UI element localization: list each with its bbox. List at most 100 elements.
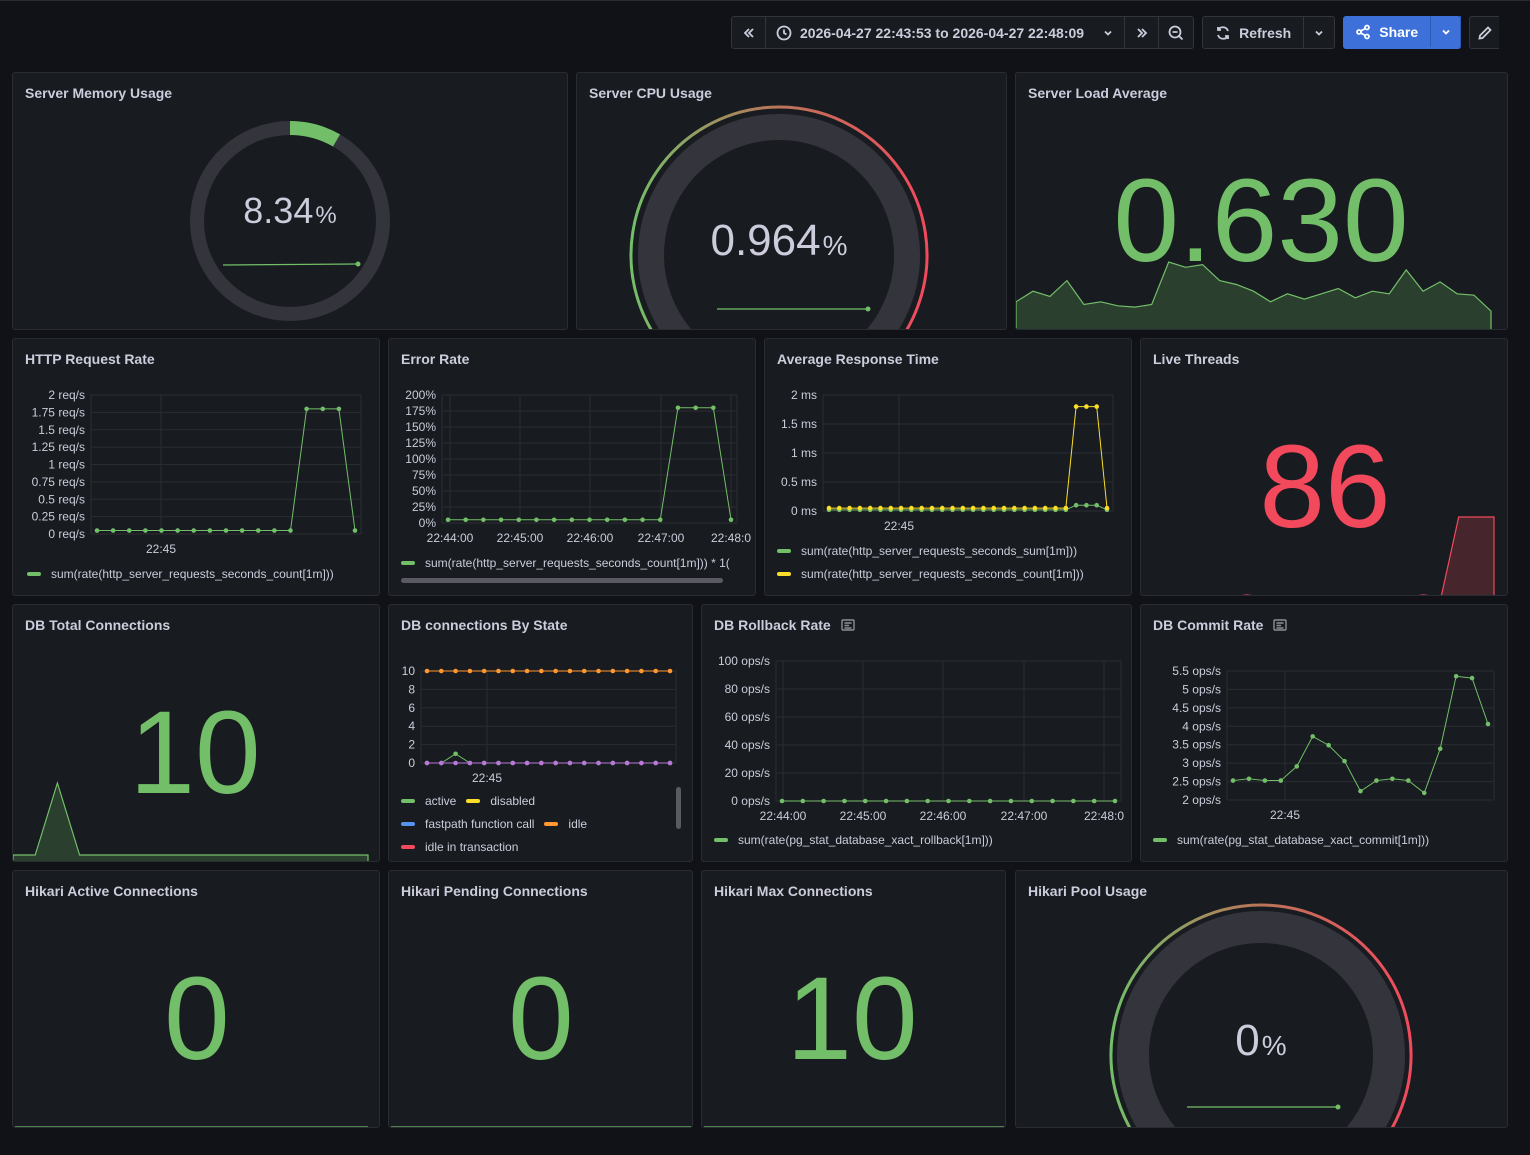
panel-db-total-connections[interactable]: DB Total Connections 10 — [12, 604, 380, 862]
error-timeseries: 200% 175% 150% 125% 100% 75% 50% 25% 0%22:44:00 2… — [405, 388, 751, 545]
chevrons-left-icon — [743, 27, 754, 38]
panel-title: Hikari Pool Usage — [1028, 883, 1148, 899]
refresh-button[interactable]: Refresh — [1203, 17, 1305, 48]
data-point — [1246, 776, 1252, 782]
legend-scrollbar[interactable] — [676, 787, 681, 829]
panel-avg-response-time[interactable]: Average Response Time 2 ms 1.5 ms 1 ms 0.5 … — [764, 338, 1132, 596]
data-point — [1091, 798, 1097, 804]
data-point — [826, 505, 832, 511]
y-tick-label: 100% — [405, 452, 436, 466]
y-tick-label: 0.5 ms — [781, 475, 817, 489]
y-tick-label: 1.75 req/s — [32, 405, 85, 419]
data-point — [1326, 742, 1331, 748]
y-tick-label: 0.5 req/s — [38, 492, 85, 506]
time-range-label: 2026-04-27 22:43:53 to 2026-04-27 22:48:… — [800, 24, 1085, 41]
y-tick-label: 3.5 ops/s — [1172, 738, 1221, 752]
legend-item[interactable]: sum(rate(pg_stat_database_xact_commit[1m… — [1153, 828, 1429, 851]
panel-title: Error Rate — [401, 351, 470, 367]
share-dropdown[interactable] — [1431, 16, 1462, 47]
legend-item-fastpath[interactable]: fastpath function call — [401, 812, 534, 835]
data-point — [1094, 502, 1100, 508]
panel-server-load[interactable]: Server Load Average 0.630 — [1015, 72, 1508, 330]
data-point — [539, 668, 544, 674]
data-point — [657, 517, 663, 523]
data-point — [1421, 790, 1427, 796]
legend-item-disabled[interactable]: disabled — [466, 789, 535, 812]
data-point — [553, 760, 558, 766]
y-tick-label: 8 — [408, 682, 415, 696]
panel-error-rate[interactable]: Error Rate 200% 175% 150% 125% 100% 75% 50% 25%… — [388, 338, 756, 596]
panel-hikari-pending[interactable]: Hikari Pending Connections 0 — [388, 870, 693, 1128]
data-point — [728, 517, 734, 523]
data-point — [424, 760, 430, 766]
data-point — [888, 505, 894, 511]
data-point — [653, 760, 659, 766]
data-point — [596, 668, 601, 674]
cpu-gauge: 0.964% — [629, 105, 929, 329]
data-point — [667, 760, 673, 766]
sparkline-area — [1241, 516, 1495, 595]
data-point — [675, 405, 681, 411]
clock-icon — [776, 25, 792, 40]
x-tick-label: 22:45 — [146, 542, 176, 556]
series-line — [829, 406, 1108, 509]
panel-hikari-active[interactable]: Hikari Active Connections 0 — [12, 870, 380, 1128]
data-point — [498, 517, 504, 523]
sparkline-point — [865, 306, 871, 312]
stat-value: 0.630 — [1113, 155, 1408, 287]
panel-live-threads[interactable]: Live Threads 86 — [1140, 338, 1508, 596]
time-range-picker[interactable]: 2026-04-27 22:43:53 to 2026-04-27 22:48:… — [766, 17, 1126, 48]
y-tick-label: 5 ops/s — [1182, 682, 1221, 696]
legend-item[interactable]: sum(rate(http_server_requests_seconds_co… — [401, 551, 747, 574]
share-button[interactable]: Share — [1343, 16, 1432, 47]
x-tick-label: 22:45 — [1270, 808, 1300, 822]
panel-hikari-max[interactable]: Hikari Max Connections 10 — [701, 870, 1006, 1128]
legend-item-idle[interactable]: idle — [544, 812, 587, 835]
data-point — [524, 668, 530, 674]
time-back-button[interactable] — [732, 17, 766, 48]
panel-hikari-pool-usage[interactable]: Hikari Pool Usage 0% — [1015, 870, 1508, 1128]
refresh-interval-dropdown[interactable] — [1304, 17, 1334, 48]
chart-legend: sum(rate(http_server_requests_seconds_co… — [27, 562, 334, 585]
data-point — [639, 668, 644, 674]
panel-title: Server CPU Usage — [589, 85, 712, 101]
share-icon — [1356, 24, 1371, 39]
gauge-value: 8.34% — [243, 190, 336, 231]
description-icon[interactable] — [841, 619, 855, 631]
chart-legend: active disabled fastpath function call i… — [401, 789, 587, 858]
refresh-group: Refresh — [1202, 16, 1336, 49]
panel-server-memory[interactable]: Server Memory Usage 8.34% — [12, 72, 568, 330]
legend-item-idle-in-transaction[interactable]: idle in transaction — [401, 835, 518, 858]
panel-db-commit-rate[interactable]: DB Commit Rate 5.5 ops/s 5 ops/s 4.5 ops/s… — [1140, 604, 1508, 862]
legend-swatch — [777, 548, 791, 553]
data-point — [94, 528, 100, 533]
time-forward-button[interactable] — [1125, 17, 1160, 48]
x-tick-label: 22:45:00 — [840, 809, 887, 823]
panel-server-cpu[interactable]: Server CPU Usage 0.964% — [576, 72, 1007, 330]
legend-item[interactable]: sum(rate(http_server_requests_seconds_co… — [27, 562, 334, 585]
panel-title: Server Load Average — [1028, 85, 1168, 101]
edit-icon — [1478, 25, 1492, 40]
zoom-out-button[interactable] — [1159, 17, 1193, 48]
y-tick-label: 0.75 req/s — [32, 475, 85, 489]
legend-item[interactable]: sum(rate(http_server_requests_seconds_su… — [777, 539, 1084, 562]
data-point — [481, 517, 486, 523]
panel-title: Average Response Time — [777, 351, 939, 367]
panel-db-connections-by-state[interactable]: DB connections By State 10 8 6 4 2 0 22:45 act… — [388, 604, 693, 862]
legend-item[interactable]: sum(rate(http_server_requests_seconds_co… — [777, 562, 1084, 585]
data-point — [1230, 778, 1236, 783]
panel-title-text: DB Commit Rate — [1153, 617, 1264, 633]
y-tick-label: 60 ops/s — [725, 710, 770, 724]
data-point — [604, 517, 610, 523]
legend-item[interactable]: sum(rate(pg_stat_database_xact_rollback[… — [714, 828, 993, 851]
gauge-threshold-band — [629, 105, 929, 329]
edit-button[interactable] — [1469, 16, 1500, 49]
data-point — [1063, 505, 1069, 511]
y-tick-label: 4 ops/s — [1182, 719, 1221, 733]
panel-http-request-rate[interactable]: HTTP Request Rate 2 req/s 1.75 req/s 1.5 r… — [12, 338, 380, 596]
panel-db-rollback-rate[interactable]: DB Rollback Rate 100 ops/s 80 ops/s 60 ops… — [701, 604, 1132, 862]
description-icon[interactable] — [1273, 619, 1288, 631]
series-line — [97, 408, 356, 532]
legend-scrollbar[interactable] — [401, 578, 723, 583]
legend-item-active[interactable]: active — [401, 789, 456, 812]
